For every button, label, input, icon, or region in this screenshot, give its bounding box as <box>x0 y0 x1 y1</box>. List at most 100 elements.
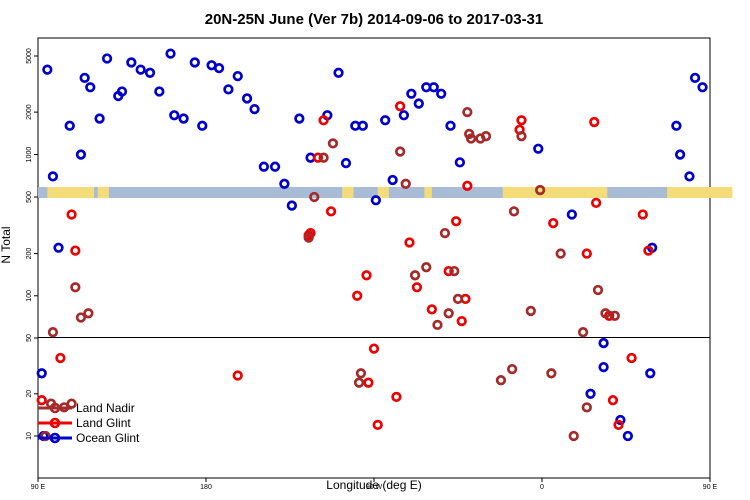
land-nadir-point <box>443 308 454 319</box>
y-tick-label: 200 <box>26 248 33 260</box>
ocean-glint-point <box>42 64 53 75</box>
ocean-glint-point <box>380 115 391 126</box>
land-glint-point <box>607 395 619 406</box>
ocean-glint-point <box>197 120 208 131</box>
land-nadir-point <box>355 368 367 379</box>
land-nadir-point <box>577 327 589 338</box>
land-nadir-point <box>439 227 451 239</box>
ocean-glint-point <box>428 82 439 93</box>
x-tick-label: 90 E <box>31 484 46 491</box>
land-glint-point <box>426 304 438 315</box>
land-nadir-point <box>432 319 443 331</box>
map-land-patch <box>97 187 109 198</box>
land-glint-point <box>312 152 324 163</box>
ocean-glint-point <box>116 86 128 97</box>
land-nadir-point <box>581 402 592 413</box>
ocean-glint-point <box>85 82 96 93</box>
ocean-glint-point <box>101 53 113 64</box>
land-glint-point <box>643 245 654 256</box>
map-land-patch <box>502 187 608 198</box>
ocean-glint-point <box>75 149 87 160</box>
ocean-glint-point <box>671 120 682 131</box>
ocean-glint-point <box>615 414 626 426</box>
ocean-glint-point <box>47 171 59 182</box>
ocean-glint-point <box>598 337 609 349</box>
ocean-glint-point <box>398 110 410 121</box>
land-nadir-point <box>452 293 464 305</box>
ocean-glint-point <box>598 361 609 373</box>
land-glint-point <box>36 395 47 406</box>
land-nadir-point <box>495 375 507 386</box>
land-glint-point <box>66 209 77 220</box>
legend-label: Land Nadir <box>76 401 135 415</box>
world-map-strip <box>38 187 733 198</box>
ocean-glint-point <box>241 93 253 104</box>
ocean-glint-point <box>249 103 260 115</box>
y-tick-label: 5000 <box>26 48 33 64</box>
legend-label: Land Glint <box>76 416 131 430</box>
plot-frame <box>37 37 711 479</box>
ocean-glint-point <box>178 113 189 124</box>
land-nadir-point <box>303 232 314 243</box>
land-nadir-point <box>534 184 546 196</box>
ocean-glint-point <box>169 110 180 121</box>
ocean-glint-point <box>697 82 708 93</box>
ocean-glint-point <box>445 120 456 131</box>
ocean-glint-point <box>294 113 305 124</box>
ocean-glint-point <box>585 388 596 399</box>
legend-item-ocean-glint: Ocean Glint <box>38 431 140 445</box>
ocean-glint-point <box>213 63 225 74</box>
land-nadir-point <box>353 377 365 388</box>
land-glint-point <box>443 265 454 277</box>
ocean-glint-point <box>165 48 176 59</box>
ocean-glint-point <box>286 200 298 211</box>
land-nadir-point <box>546 368 557 379</box>
land-nadir-point <box>318 152 329 163</box>
map-land-patch <box>667 187 733 198</box>
land-nadir-point <box>525 305 536 317</box>
land-nadir-point <box>70 282 81 293</box>
ocean-glint-point <box>223 84 234 95</box>
ocean-glint-point <box>622 430 634 442</box>
land-nadir-point <box>409 270 421 281</box>
land-glint-point <box>232 370 243 381</box>
map-land-patch <box>342 187 354 198</box>
chart-title: 20N-25N June (Ver 7b) 2014-09-06 to 2017… <box>205 11 544 28</box>
map-land-patch <box>424 187 432 198</box>
x-tick-label: 180 <box>200 484 212 491</box>
y-tick-label: 2000 <box>26 104 33 120</box>
land-nadir-point <box>40 430 51 442</box>
ocean-glint-point <box>454 157 466 168</box>
y-axis: 500 1000 2000 5000 10 20 50 100 200 <box>26 48 38 440</box>
land-nadir-point <box>66 398 77 409</box>
ocean-glint-point <box>406 88 417 99</box>
legend-label: Ocean Glint <box>76 431 140 445</box>
legend-marker <box>49 432 61 444</box>
legend: Land Nadir Land Glint Ocean Glint <box>38 401 140 445</box>
land-nadir-point <box>421 262 432 273</box>
ocean-glint-point <box>645 368 656 379</box>
land-nadir-point <box>465 133 477 144</box>
land-glint-point <box>372 419 383 431</box>
land-nadir-point <box>480 131 492 142</box>
land-glint-point <box>352 290 363 301</box>
land-glint-point <box>391 391 402 403</box>
ocean-glint-point <box>126 57 137 68</box>
ocean-glint-point <box>370 195 382 206</box>
ocean-glint-point <box>189 57 200 68</box>
ocean-glint-point <box>279 178 290 189</box>
y-axis-label: N Total <box>0 226 13 263</box>
ocean-glint-point <box>94 113 105 124</box>
y-tick-label: 500 <box>26 191 33 203</box>
ocean-glint-point <box>357 120 368 131</box>
land-nadir-point <box>309 191 320 203</box>
x-tick-label: 90 W <box>366 484 383 491</box>
land-nadir-point <box>555 248 566 259</box>
ocean-glint-point <box>436 88 447 99</box>
land-glint-point <box>450 216 462 227</box>
x-axis-label: Longitude (deg E) <box>326 478 421 492</box>
land-nadir-point <box>609 310 620 321</box>
legend-item-land-glint: Land Glint <box>38 416 131 430</box>
ocean-glint-point <box>333 67 344 78</box>
land-glint-point <box>411 282 423 293</box>
